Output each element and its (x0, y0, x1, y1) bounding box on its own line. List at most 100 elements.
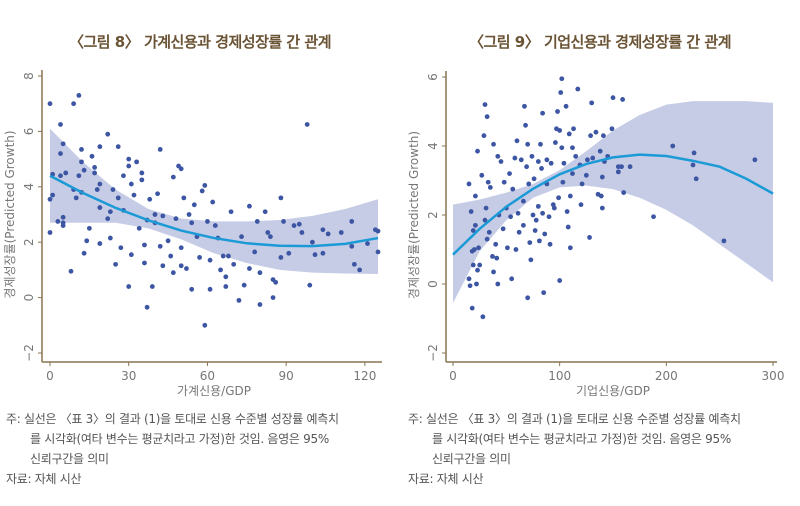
fit-line (49, 174, 379, 248)
data-point (157, 147, 163, 152)
data-point (525, 141, 531, 147)
data-point (468, 209, 474, 214)
data-point (223, 274, 229, 280)
data-point (228, 209, 234, 215)
data-point (76, 92, 82, 98)
data-point (160, 263, 166, 269)
data-point (94, 187, 100, 192)
data-point (131, 192, 137, 198)
source-line: 자료: 자체 시산 (408, 472, 484, 486)
y-tick-label: 4 (426, 142, 440, 150)
y-tick-label: 2 (426, 211, 440, 219)
x-axis-label: 기업신용/GDP (576, 384, 650, 398)
data-point (529, 153, 535, 159)
note-line: 주: 실선은 〈표 3〉의 결과 (1)을 토대로 신용 수준별 성장률 예측치 (6, 412, 339, 426)
data-point (490, 254, 495, 259)
data-point (590, 155, 596, 161)
data-point (73, 195, 79, 201)
data-point (178, 245, 184, 251)
data-point (539, 166, 544, 171)
data-point (199, 188, 205, 194)
data-point (721, 238, 727, 244)
data-point (495, 281, 501, 287)
data-point (484, 114, 490, 120)
data-point (473, 222, 478, 228)
data-point (527, 240, 533, 246)
data-point (599, 174, 605, 180)
data-point (113, 261, 118, 267)
data-point (79, 147, 84, 152)
y-tick-label: 8 (22, 72, 36, 80)
data-point (121, 173, 126, 179)
data-point (338, 230, 344, 235)
data-point (320, 250, 326, 256)
data-point (254, 219, 260, 224)
data-point (546, 214, 552, 220)
data-point (491, 269, 496, 275)
data-point (47, 230, 53, 235)
data-point (514, 138, 520, 144)
data-point (494, 255, 500, 261)
data-point (476, 245, 481, 251)
data-point (609, 126, 615, 132)
data-point (566, 131, 572, 137)
data-point (296, 221, 302, 227)
data-point (467, 283, 473, 289)
data-point (521, 198, 526, 204)
y-tick-label: 2 (22, 238, 36, 246)
data-point (63, 170, 69, 176)
data-point (693, 176, 699, 182)
data-point (325, 231, 331, 237)
data-point (149, 284, 155, 289)
data-point (540, 210, 545, 216)
data-point (152, 212, 158, 217)
data-point (471, 247, 477, 252)
data-point (170, 270, 176, 276)
data-point (189, 286, 195, 292)
data-point (583, 172, 589, 178)
data-point (509, 276, 515, 282)
data-point (307, 282, 313, 288)
data-point (207, 286, 213, 292)
data-point (76, 173, 82, 179)
note-line: 신뢰구간을 의미 (30, 452, 109, 466)
data-point (60, 141, 66, 147)
data-point (525, 295, 531, 301)
data-point (570, 145, 575, 151)
household-credit-chart: −2 0 2 4 6 8 0 30 60 90 120 가계신용/GDP 경제성장률(Predicted… (3, 70, 382, 398)
data-point (84, 238, 90, 244)
data-point (619, 164, 624, 170)
data-point (555, 109, 560, 114)
data-point (139, 170, 145, 176)
data-point (575, 86, 581, 92)
data-point (178, 263, 184, 269)
data-point (375, 228, 381, 234)
data-point (286, 250, 292, 256)
data-point (226, 253, 231, 259)
data-point (505, 245, 510, 251)
data-point (479, 172, 485, 178)
y-tick-label: −2 (426, 344, 440, 362)
data-point (375, 249, 381, 255)
data-point (239, 234, 244, 240)
note-line: 를 시각화(여타 변수는 평균치라고 가정)한 것임. 음영은 95% (30, 432, 329, 446)
data-point (299, 230, 305, 235)
data-point (173, 216, 179, 222)
data-point (210, 199, 216, 205)
data-point (473, 193, 478, 199)
data-point (60, 214, 66, 220)
data-point (105, 216, 111, 222)
data-point (523, 122, 528, 128)
data-point (540, 110, 545, 116)
data-point (470, 262, 476, 268)
data-point (557, 278, 563, 283)
figure-8-panel: 〈그림 8〉 가계신용과 경제성장률 간 관계 −2 0 2 4 6 8 0 30 60 90 12… (3, 33, 382, 486)
data-point (247, 266, 252, 271)
data-point (610, 95, 616, 101)
data-point (474, 281, 479, 287)
data-point (531, 176, 537, 182)
data-point (257, 302, 263, 307)
data-point (524, 164, 529, 170)
data-point (589, 100, 595, 106)
data-point (262, 209, 268, 215)
